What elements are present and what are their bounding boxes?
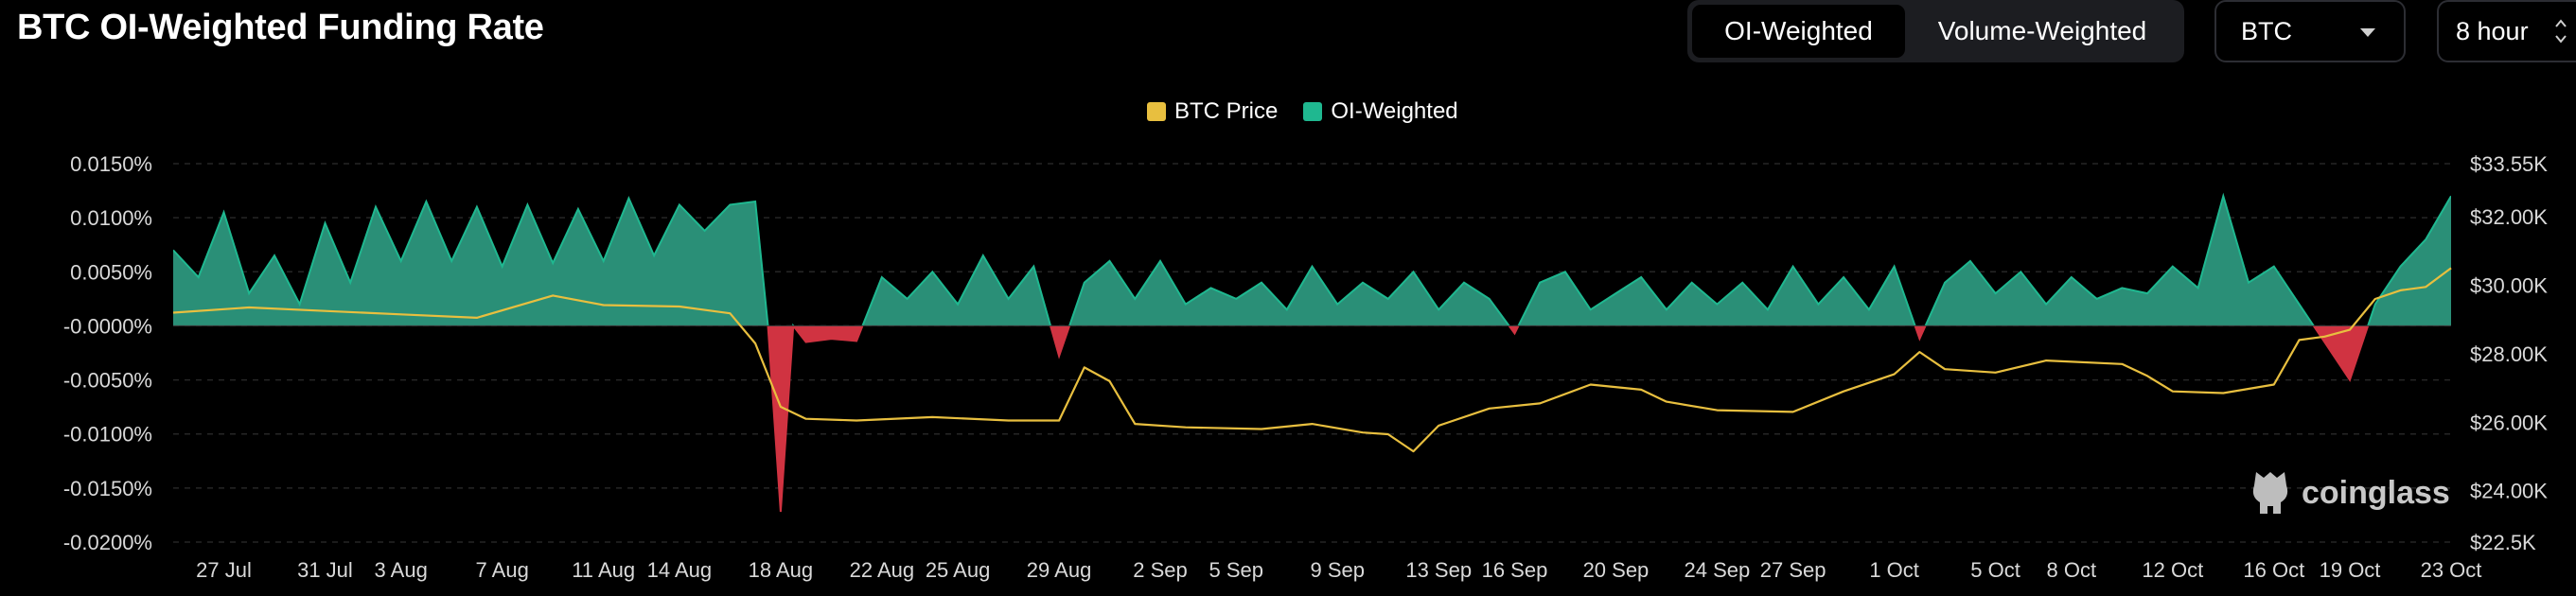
watermark-text: coinglass [2302, 474, 2450, 511]
x-tick-label: 22 Aug [850, 558, 915, 582]
legend-item-btc-price[interactable]: BTC Price [1147, 98, 1278, 125]
legend-label-btc-price: BTC Price [1174, 98, 1279, 124]
x-tick-label: 27 Jul [196, 558, 252, 582]
chart-legend: BTC Price OI-Weighted [1147, 98, 1484, 125]
x-tick-label: 29 Aug [1027, 558, 1092, 582]
x-tick-label: 31 Jul [297, 558, 353, 582]
y-left-tick-label: 0.0050% [70, 260, 152, 284]
up-down-chevron-icon [2555, 19, 2567, 44]
coinglass-watermark: coinglass [2249, 468, 2450, 517]
y-left-tick-label: -0.0000% [63, 314, 152, 338]
coin-select[interactable]: BTC [2214, 0, 2406, 62]
x-tick-label: 16 Oct [2243, 558, 2304, 582]
y-right-tick-label: $33.55K [2470, 152, 2548, 176]
legend-item-oi-weighted[interactable]: OI-Weighted [1303, 98, 1458, 125]
x-tick-label: 14 Aug [647, 558, 713, 582]
btc-price-line [172, 267, 2452, 453]
coinglass-logo-icon [2252, 472, 2288, 514]
y-left-tick-label: -0.0050% [63, 369, 152, 393]
x-tick-label: 18 Aug [749, 558, 814, 582]
x-tick-label: 5 Oct [1970, 558, 2020, 582]
chart-series-layer [172, 192, 2452, 513]
y-right-tick-label: $24.00K [2470, 480, 2548, 503]
y-right-tick-label: $32.00K [2470, 205, 2548, 229]
legend-swatch-btc-price [1147, 102, 1166, 121]
y-right-tick-label: $26.00K [2470, 411, 2548, 434]
x-tick-label: 2 Sep [1133, 558, 1188, 582]
interval-select-value: 8 hour [2456, 17, 2529, 45]
x-tick-label: 9 Sep [1310, 558, 1365, 582]
oi-weighted-positive-area [173, 196, 2451, 326]
chevron-down-icon [2360, 28, 2375, 37]
x-tick-label: 11 Aug [572, 558, 635, 582]
x-tick-label: 3 Aug [375, 558, 428, 582]
legend-label-oi-weighted: OI-Weighted [1331, 98, 1458, 124]
x-tick-label: 7 Aug [476, 558, 529, 582]
y-left-tick-label: 0.0100% [70, 206, 152, 230]
y-left-tick-label: -0.0200% [63, 531, 152, 554]
x-tick-label: 24 Sep [1685, 558, 1751, 582]
x-tick-label: 8 Oct [2047, 558, 2097, 582]
x-tick-label: 27 Sep [1760, 558, 1826, 582]
x-tick-label: 5 Sep [1209, 558, 1264, 582]
x-tick-label: 12 Oct [2142, 558, 2203, 582]
x-tick-label: 13 Sep [1405, 558, 1472, 582]
oi-weighted-positive-line [173, 192, 2451, 326]
y-left-tick-label: 0.0150% [70, 152, 152, 176]
x-tick-label: 16 Sep [1482, 558, 1548, 582]
y-left-tick-label: -0.0100% [63, 423, 152, 447]
weighting-toggle: OI-Weighted Volume-Weighted [1687, 0, 2184, 62]
coin-select-value: BTC [2241, 17, 2292, 45]
chart-grid [173, 163, 2451, 543]
chart-axes: 0.0150% 0.0100% 0.0050% -0.0000% -0.0050% -0.… [63, 152, 2548, 582]
y-right-tick-label: $22.5K [2470, 531, 2536, 554]
x-tick-label: 25 Aug [926, 558, 991, 582]
page-title: BTC OI-Weighted Funding Rate [17, 8, 544, 47]
legend-swatch-oi-weighted [1303, 102, 1323, 121]
x-tick-label: 19 Oct [2320, 558, 2381, 582]
x-tick-label: 20 Sep [1583, 558, 1650, 582]
interval-select[interactable]: 8 hour [2437, 0, 2576, 62]
y-right-tick-label: $30.00K [2470, 274, 2548, 298]
y-right-tick-label: $28.00K [2470, 342, 2548, 366]
y-left-tick-label: -0.0150% [63, 477, 152, 500]
tab-volume-weighted[interactable]: Volume-Weighted [1937, 16, 2147, 45]
x-tick-label: 23 Oct [2421, 558, 2482, 582]
x-tick-label: 1 Oct [1869, 558, 1919, 582]
tab-oi-weighted[interactable]: OI-Weighted [1692, 5, 1905, 58]
